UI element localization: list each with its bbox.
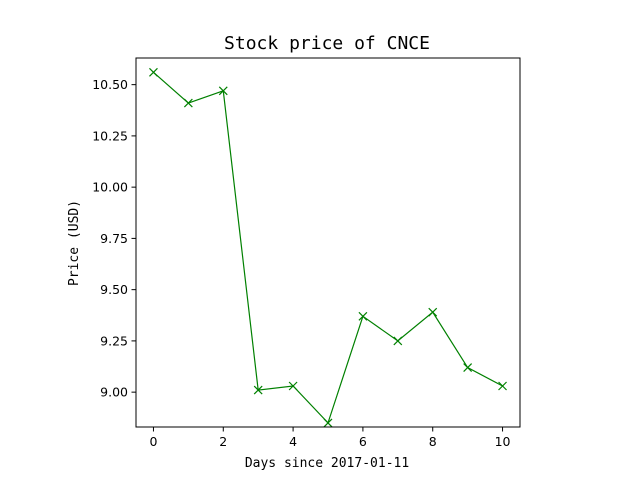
y-axis: 9.00 9.25 9.50 9.75 10.00 10.25 10.50 xyxy=(92,77,136,400)
x-tick-label: 2 xyxy=(219,434,227,449)
y-tick-label: 10.50 xyxy=(92,77,128,92)
x-tick-label: 10 xyxy=(495,434,511,449)
x-tick-label: 0 xyxy=(149,434,157,449)
data-point-marker xyxy=(253,385,263,395)
y-tick-label: 9.75 xyxy=(100,231,128,246)
data-point-marker xyxy=(428,307,438,317)
data-point-marker xyxy=(183,98,193,108)
data-point-marker xyxy=(358,311,368,321)
y-tick-label: 9.25 xyxy=(100,333,128,348)
data-point-marker xyxy=(288,381,298,391)
x-axis: 0 2 4 6 8 10 xyxy=(149,427,511,449)
data-point-marker xyxy=(323,418,333,428)
x-tick-label: 8 xyxy=(429,434,437,449)
y-axis-label: Price (USD) xyxy=(67,200,82,286)
y-tick-label: 10.00 xyxy=(92,180,128,195)
data-point-marker xyxy=(149,67,158,77)
y-tick-label: 10.25 xyxy=(92,128,128,143)
y-tick-label: 9.50 xyxy=(100,282,128,297)
chart-title: Stock price of CNCE xyxy=(224,33,430,54)
x-tick-label: 6 xyxy=(359,434,367,449)
data-point-marker xyxy=(498,381,507,391)
series-layer xyxy=(149,67,507,428)
data-point-marker xyxy=(463,363,473,372)
x-axis-label: Days since 2017-01-11 xyxy=(245,456,409,471)
y-tick-label: 9.00 xyxy=(100,385,128,400)
data-point-marker xyxy=(393,336,403,346)
x-tick-label: 4 xyxy=(289,434,297,449)
axes-frame xyxy=(135,57,521,428)
data-point-marker xyxy=(218,86,228,96)
